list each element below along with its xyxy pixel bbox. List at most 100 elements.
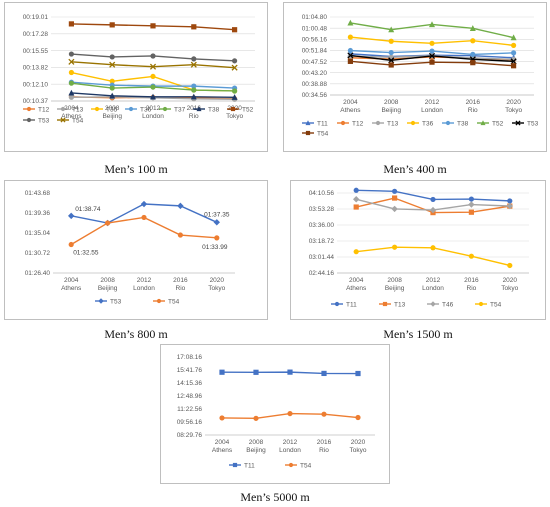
data-point-t52 [109, 22, 115, 28]
y-tick-label: 12:48.96 [177, 393, 203, 400]
data-point-t54 [190, 61, 197, 68]
data-point-t53 [347, 52, 354, 59]
x-tick-label: 2012 London [142, 105, 164, 120]
x-tick-label: 2008 Beijing [381, 99, 401, 114]
y-tick-label: 00:51.84 [302, 48, 328, 55]
data-point-t54 [231, 64, 238, 71]
legend-label-t38: T38 [208, 106, 220, 113]
data-point-t52 [191, 24, 197, 30]
y-tick-label: 00:19.01 [23, 14, 49, 21]
data-point-t53 [213, 219, 220, 226]
chart-panel-1500m: 02:44.16 03:01.44 03:18.72 03:36.00 03:53.28… [290, 180, 546, 320]
legend-label-t11: T11 [346, 301, 357, 308]
data-point-t54 [507, 262, 513, 269]
y-tick-label: 04:10.56 [309, 190, 335, 197]
y-tick-label: 01:04.80 [302, 14, 328, 21]
legend-marker-t37 [162, 106, 168, 112]
chart-panel-5000m: 08:29.76 09:56.16 11:22.56 12:48.96 14:15.36… [160, 344, 390, 484]
caption-5000m: Men’s 5000 m [240, 490, 310, 504]
data-point-t11 [468, 196, 474, 202]
legend-label-t12: T12 [38, 106, 50, 113]
data-point-t54 [68, 58, 75, 65]
legend-marker-t54 [305, 130, 311, 136]
chart-1500m-svg: 02:44.16 03:01.44 03:18.72 03:36.00 03:53.28… [309, 187, 529, 308]
legend-marker-t13 [60, 106, 66, 112]
y-tick-label: 00:38.88 [302, 81, 328, 88]
data-point-t38 [429, 48, 435, 54]
data-point-t38 [388, 49, 394, 56]
y-tick-label: 00:17.28 [23, 31, 49, 38]
data-point-t11 [392, 188, 398, 194]
data-point-t54 [355, 414, 361, 421]
caption-1500m: Men’s 1500 m [383, 327, 453, 341]
data-point-t38 [470, 51, 476, 58]
caption-100m: Men’s 100 m [104, 162, 168, 176]
x-tick-label: 2012 London [421, 99, 443, 114]
data-point-t36 [511, 42, 517, 48]
x-tick-label: 2008 Beijing [385, 277, 405, 292]
data-point-t46 [468, 201, 475, 208]
data-point-t11 [253, 369, 259, 375]
y-tick-label: 00:12.10 [23, 81, 49, 88]
data-point-t54 [287, 410, 293, 417]
data-point-t37 [150, 84, 156, 90]
legend-marker-t52 [230, 106, 236, 112]
x-tick-label: 2008 Beijing [102, 105, 122, 120]
legend-marker-t54 [60, 117, 66, 123]
y-tick-label: 01:43.68 [25, 190, 51, 197]
data-point-t11 [507, 198, 513, 204]
legend-label-t46: T46 [442, 301, 454, 308]
data-point-t53 [140, 200, 148, 208]
series-line-t54 [70, 216, 217, 246]
y-tick-label: 08:29.76 [177, 432, 203, 439]
data-point-t38 [511, 50, 517, 56]
data-point-t11 [353, 187, 359, 193]
data-point-t52 [232, 27, 238, 33]
data-point-t54 [347, 58, 353, 64]
data-point-t38 [150, 93, 156, 100]
legend-marker-t35 [94, 106, 100, 112]
data-point-t38 [109, 92, 116, 99]
legend-marker-t53 [98, 298, 104, 304]
data-point-t54 [177, 232, 183, 238]
legend-marker-t53 [515, 120, 521, 126]
y-tick-label: 00:10.37 [23, 98, 49, 105]
data-point-t53 [68, 212, 75, 220]
legend-label-t54: T54 [168, 298, 180, 305]
data-point-t53 [68, 51, 74, 57]
legend-marker-t53 [26, 117, 32, 123]
data-point-t36 [470, 38, 476, 44]
legend-label-t36: T36 [140, 106, 152, 113]
data-label: 01:32.55 [73, 250, 99, 257]
data-point-t46 [353, 196, 360, 203]
chart-100m-svg: 00:10.37 00:12.10 00:13.82 00:15.55 00:17.28… [23, 14, 255, 124]
data-point-t54 [68, 241, 74, 248]
data-point-t54 [219, 415, 225, 421]
x-tick-label: 2004 Athens [346, 277, 367, 292]
data-point-t37 [68, 80, 74, 86]
legend-label-t52: T52 [242, 106, 254, 113]
data-point-t36 [429, 40, 435, 46]
data-point-t54 [511, 63, 517, 69]
data-point-t53 [428, 52, 436, 60]
legend-marker-t36 [410, 120, 416, 126]
legend-label-t37: T37 [174, 106, 186, 113]
legend-label-t38: T38 [457, 120, 469, 127]
data-point-t53 [150, 53, 156, 59]
data-point-t52 [388, 26, 395, 33]
caption-400m: Men’s 400 m [383, 162, 447, 176]
data-point-t54 [470, 60, 476, 66]
data-point-t52 [68, 21, 74, 27]
legend-marker-t52 [480, 120, 486, 126]
y-tick-label: 00:15.55 [23, 48, 49, 55]
legend-label-t11: T11 [244, 462, 255, 469]
legend-label-t36: T36 [422, 120, 434, 127]
legend-label-t53: T53 [110, 298, 122, 305]
data-point-t52 [510, 34, 517, 41]
data-point-t36 [347, 34, 353, 40]
legend-label-t54: T54 [300, 462, 312, 469]
data-point-t53 [109, 54, 115, 60]
legend-label-t11: T11 [317, 120, 328, 127]
